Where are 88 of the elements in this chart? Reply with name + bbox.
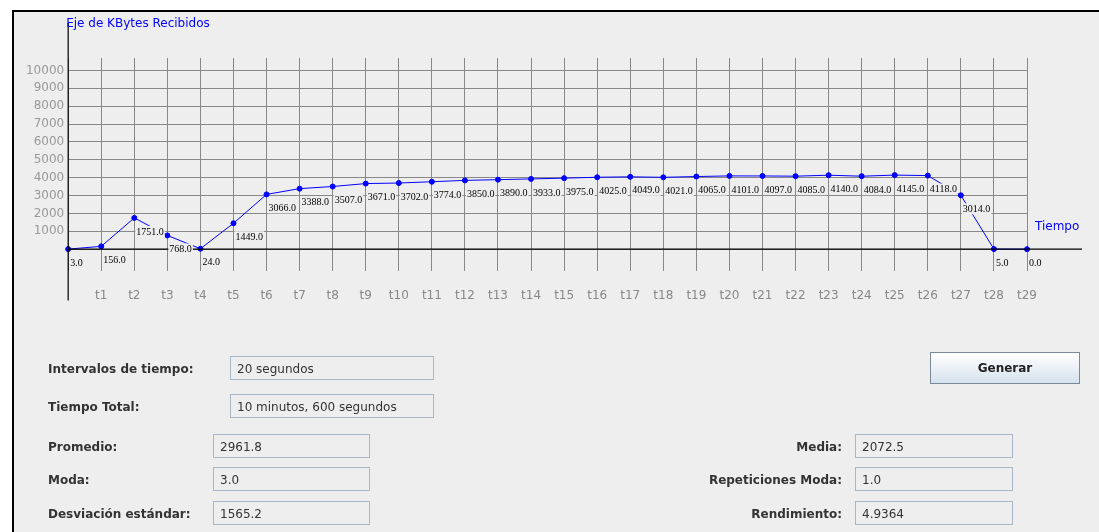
text: 3.0	[213, 467, 370, 491]
x-tick-label: t15	[554, 287, 575, 302]
text: Intervalos de tiempo:	[48, 362, 194, 376]
y-tick-label: 7000	[33, 116, 65, 131]
data-label: 4085.0	[797, 183, 826, 195]
x-tick-label: t21	[752, 287, 773, 302]
text: Repeticiones Moda:	[708, 473, 842, 487]
text: Rendimiento:	[751, 507, 842, 521]
x-tick-label: t9	[359, 287, 372, 302]
x-tick-label: t24	[851, 287, 872, 302]
data-label: 4084.0	[863, 183, 892, 195]
text: 20 segundos	[230, 356, 434, 380]
data-label: 1751.0	[136, 225, 164, 237]
x-tick-label: t26	[917, 287, 938, 302]
text: 2961.8	[213, 434, 370, 458]
data-label: 3702.0	[400, 190, 429, 202]
x-tick-label: t11	[421, 287, 442, 302]
data-label: 3671.0	[367, 191, 396, 203]
data-label: 4021.0	[665, 184, 693, 196]
text: Desviación estándar:	[48, 507, 191, 521]
x-tick-label: t16	[587, 287, 608, 302]
text: Media:	[796, 440, 842, 454]
data-label: 3890.0	[499, 187, 528, 199]
data-label: 0.0	[1029, 256, 1042, 268]
y-axis-title: Eje de KBytes Recibidos	[66, 16, 210, 31]
data-label: 3507.0	[334, 194, 363, 206]
text: 4.9364	[855, 501, 1013, 525]
y-tick-label: 4000	[33, 169, 65, 184]
text: Generar	[930, 352, 1080, 384]
data-label: 3388.0	[301, 196, 330, 208]
y-tick-label: 9000	[33, 80, 65, 95]
data-label: 3066.0	[268, 202, 297, 214]
data-label: 4140.0	[830, 182, 859, 194]
text: Tiempo Total:	[48, 400, 140, 414]
y-tick-label: 8000	[33, 98, 65, 113]
x-tick-label: t13	[488, 287, 508, 302]
data-label: 5.0	[995, 256, 1009, 268]
x-tick-label: t23	[818, 287, 839, 302]
x-tick-label: t27	[950, 287, 971, 302]
y-tick-label: 6000	[33, 134, 65, 149]
x-tick-label: t1	[95, 287, 108, 302]
text: 1.0	[855, 467, 1013, 491]
x-tick-label: t10	[388, 287, 409, 302]
x-tick-label: t22	[785, 287, 806, 302]
data-label: 768.0	[169, 243, 192, 255]
x-axis-title: Tiempo	[1034, 219, 1080, 234]
data-label: 4097.0	[764, 183, 792, 195]
x-tick-label: t4	[194, 287, 207, 302]
data-label: 24.0	[202, 256, 220, 268]
text: 1565.2	[213, 501, 370, 525]
x-tick-label: t29	[1017, 287, 1037, 302]
data-label: 4101.0	[731, 183, 759, 195]
data-label: 3774.0	[433, 189, 462, 201]
x-tick-label: t6	[260, 287, 273, 302]
x-tick-label: t14	[521, 287, 542, 302]
data-label: 156.0	[103, 254, 126, 265]
data-label: 4145.0	[896, 182, 925, 194]
text: Promedio:	[48, 440, 118, 454]
data-label: 3850.0	[466, 188, 495, 199]
x-tick-label: t20	[719, 287, 740, 302]
data-label: 3975.0	[566, 185, 594, 197]
x-tick-label: t8	[326, 287, 339, 302]
data-label: 4049.0	[632, 184, 660, 196]
data-label: 3014.0	[962, 202, 991, 214]
x-tick-label: t12	[454, 287, 475, 302]
x-tick-label: t28	[983, 287, 1004, 302]
y-tick-label: 10000	[25, 62, 65, 77]
data-label: 3933.0	[533, 186, 561, 198]
y-tick-label: 2000	[33, 205, 65, 220]
data-label: 4065.0	[698, 184, 726, 196]
x-tick-label: t3	[161, 287, 174, 302]
y-tick-label: 1000	[33, 223, 65, 238]
text: 2072.5	[855, 434, 1013, 458]
y-tick-label: 5000	[33, 151, 65, 166]
data-label: 4118.0	[929, 183, 957, 195]
x-tick-label: t7	[293, 287, 306, 302]
data-label: 3.0	[70, 256, 83, 268]
data-label: 1449.0	[235, 230, 263, 242]
x-tick-label: t25	[884, 287, 905, 302]
y-tick-label: 3000	[33, 187, 65, 202]
text: Moda:	[48, 473, 90, 487]
x-tick-label: t19	[686, 287, 707, 302]
x-tick-label: t17	[620, 287, 641, 302]
text: 10 minutos, 600 segundos	[230, 394, 434, 418]
x-tick-label: t18	[653, 287, 674, 302]
data-label: 4025.0	[599, 184, 627, 196]
x-tick-label: t2	[128, 287, 141, 302]
x-tick-label: t5	[227, 287, 240, 302]
